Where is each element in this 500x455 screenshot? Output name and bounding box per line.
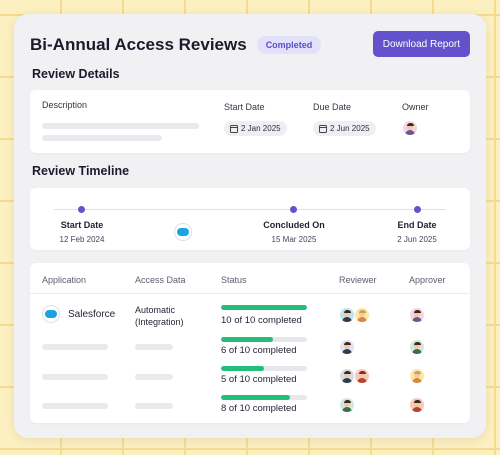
- page-header: Bi-Annual Access Reviews Completed Downl…: [30, 30, 470, 60]
- approver-avatar[interactable]: [410, 340, 424, 354]
- status-text: 6 of 10 completed: [221, 345, 297, 356]
- review-details-card: Description Start Date 2 Jan 2025 Due Da…: [30, 90, 470, 153]
- application-placeholder: [42, 403, 108, 409]
- owner-avatar[interactable]: [403, 121, 417, 135]
- description-label: Description: [42, 100, 88, 110]
- reviewer-avatar[interactable]: [340, 340, 354, 354]
- due-date-pill: 2 Jun 2025: [313, 121, 376, 136]
- salesforce-logo: [42, 305, 60, 323]
- access-data-placeholder: [135, 374, 173, 380]
- column-header-access-data[interactable]: Access Data: [135, 275, 186, 285]
- timeline-end-label: End Date: [397, 220, 437, 230]
- status-progress-bar: [221, 337, 307, 342]
- column-header-status[interactable]: Status: [221, 275, 247, 285]
- owner-label: Owner: [402, 102, 429, 112]
- timeline-dot: [290, 206, 297, 213]
- download-report-button[interactable]: Download Report: [372, 31, 470, 57]
- status-progress-bar: [221, 395, 307, 400]
- column-header-reviewer[interactable]: Reviewer: [339, 275, 377, 285]
- reviewer-avatar[interactable]: [355, 369, 369, 383]
- application-placeholder: [42, 344, 108, 350]
- approver-avatar[interactable]: [410, 369, 424, 383]
- timeline-start-date: 12 Feb 2024: [59, 235, 105, 244]
- review-timeline-title: Review Timeline: [32, 164, 130, 178]
- timeline-dot: [78, 206, 85, 213]
- status-badge: Completed: [256, 36, 322, 54]
- description-placeholder: [42, 135, 162, 141]
- approver-avatar[interactable]: [410, 308, 424, 322]
- status-text: 5 of 10 completed: [221, 374, 297, 385]
- calendar-icon: [319, 124, 327, 133]
- access-data-placeholder: [135, 344, 173, 350]
- due-date-label: Due Date: [313, 102, 352, 112]
- page-title: Bi-Annual Access Reviews: [30, 35, 247, 54]
- timeline-dot: [414, 206, 421, 213]
- start-date-pill: 2 Jan 2025: [224, 121, 287, 136]
- application-name: Salesforce: [68, 309, 116, 320]
- start-date-label: Start Date: [224, 102, 265, 112]
- reviewer-avatar[interactable]: [340, 369, 354, 383]
- start-date-value: 2 Jan 2025: [241, 124, 281, 133]
- status-progress-bar: [221, 366, 307, 371]
- review-timeline-card: Start Date 12 Feb 2024 Concluded On 15 M…: [30, 188, 470, 250]
- reviewer-avatar[interactable]: [355, 308, 369, 322]
- column-header-application[interactable]: Application: [42, 275, 87, 285]
- access-review-panel: Bi-Annual Access Reviews Completed Downl…: [14, 14, 486, 438]
- timeline-concluded-date: 15 Mar 2025: [271, 235, 317, 244]
- reviewer-avatar[interactable]: [340, 308, 354, 322]
- status-text: 8 of 10 completed: [221, 403, 297, 414]
- timeline-concluded-label: Concluded On: [263, 220, 325, 230]
- header-divider: [30, 293, 470, 294]
- approver-avatar[interactable]: [410, 398, 424, 412]
- due-date-value: 2 Jun 2025: [330, 124, 370, 133]
- review-table: Application Access Data Status Reviewer …: [30, 263, 470, 423]
- salesforce-logo: [174, 223, 192, 241]
- review-details-title: Review Details: [32, 67, 120, 81]
- column-header-approver[interactable]: Approver: [409, 275, 446, 285]
- timeline-start-label: Start Date: [60, 220, 104, 230]
- description-placeholder: [42, 123, 199, 129]
- reviewer-avatar[interactable]: [340, 398, 354, 412]
- access-data-placeholder: [135, 403, 173, 409]
- timeline-end-date: 2 Jun 2025: [397, 235, 437, 244]
- access-data-value: Automatic (Integration): [135, 305, 184, 327]
- calendar-icon: [230, 124, 238, 133]
- timeline-track: [54, 209, 446, 210]
- status-progress-bar: [221, 305, 307, 310]
- application-placeholder: [42, 374, 108, 380]
- status-text: 10 of 10 completed: [221, 315, 302, 326]
